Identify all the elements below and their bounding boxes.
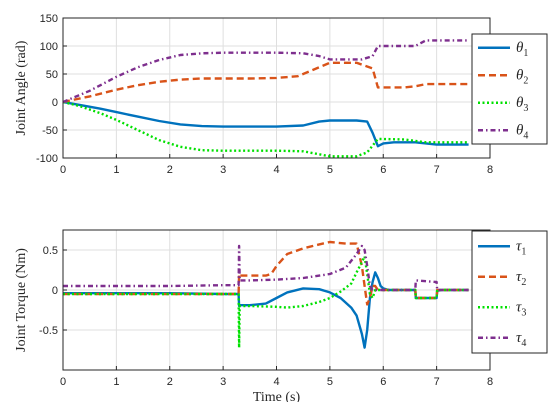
x-tick-label: 8 — [487, 164, 493, 176]
x-tick-label: 0 — [60, 376, 66, 388]
x-tick-label: 7 — [434, 376, 440, 388]
legend-label-subscript: 3 — [521, 307, 526, 318]
x-tick-label: 6 — [380, 376, 386, 388]
x-tick-label: 2 — [167, 164, 173, 176]
legend-label-subscript: 4 — [521, 338, 526, 349]
x-tick-label: 5 — [327, 164, 333, 176]
x-tick-label: 3 — [220, 164, 226, 176]
legend-label: τ1 — [516, 238, 526, 257]
legend-box — [471, 230, 548, 354]
x-tick-label: 7 — [434, 164, 440, 176]
y-axis-label: Joint Torque (Nm) — [14, 248, 29, 352]
legend-label-subscript: 3 — [523, 103, 528, 114]
y-tick-label: -0.5 — [39, 325, 58, 337]
legend-box — [471, 33, 548, 145]
legend-label-subscript: 2 — [521, 277, 526, 288]
x-tick-label: 1 — [113, 376, 119, 388]
y-axis-label: Joint Angle (rad) — [14, 40, 29, 135]
series-line-θ3 — [63, 100, 469, 158]
x-tick-label: 8 — [487, 376, 493, 388]
series-line-θ2 — [63, 61, 469, 104]
x-tick-label: 4 — [273, 376, 279, 388]
legend-label: τ2 — [516, 269, 526, 288]
x-tick-label: 1 — [113, 164, 119, 176]
y-tick-label: -100 — [36, 153, 58, 165]
legend: τ1 τ2 τ3 τ4 — [471, 230, 548, 354]
x-axis-label: Time (s) — [253, 390, 301, 402]
x-tick-label: 5 — [327, 376, 333, 388]
joint-angle-plot: 0 1 2 3 4 5 6 7 8 -100 -50 0 50 100 150 Joint Angle (ra… — [14, 13, 548, 176]
legend-label: τ3 — [516, 299, 526, 318]
y-tick-label: -50 — [42, 125, 58, 137]
y-tick-label: 0.5 — [43, 245, 58, 257]
legend-label-subscript: 1 — [523, 48, 528, 59]
y-tick-label: 0 — [52, 285, 58, 297]
legend-label-subscript: 2 — [523, 75, 528, 86]
x-tick-label: 6 — [380, 164, 386, 176]
legend-label-subscript: 4 — [523, 130, 528, 141]
series-line-τ4 — [63, 244, 469, 292]
y-tick-label: 100 — [40, 41, 58, 53]
x-tick-label: 0 — [60, 164, 66, 176]
x-tick-label: 3 — [220, 376, 226, 388]
x-tick-label: 4 — [273, 164, 279, 176]
legend-label: τ4 — [516, 330, 526, 349]
legend-label-subscript: 1 — [521, 246, 526, 257]
series-line-θ1 — [63, 100, 469, 148]
y-tick-label: 150 — [40, 13, 58, 25]
y-tick-label: 50 — [46, 69, 58, 81]
x-tick-label: 2 — [167, 376, 173, 388]
y-tick-label: 0 — [52, 97, 58, 109]
joint-torque-plot: 0 1 2 3 4 5 6 7 8 -0.5 0 0.5 Joint Torque (Nm) Time (… — [14, 229, 548, 402]
